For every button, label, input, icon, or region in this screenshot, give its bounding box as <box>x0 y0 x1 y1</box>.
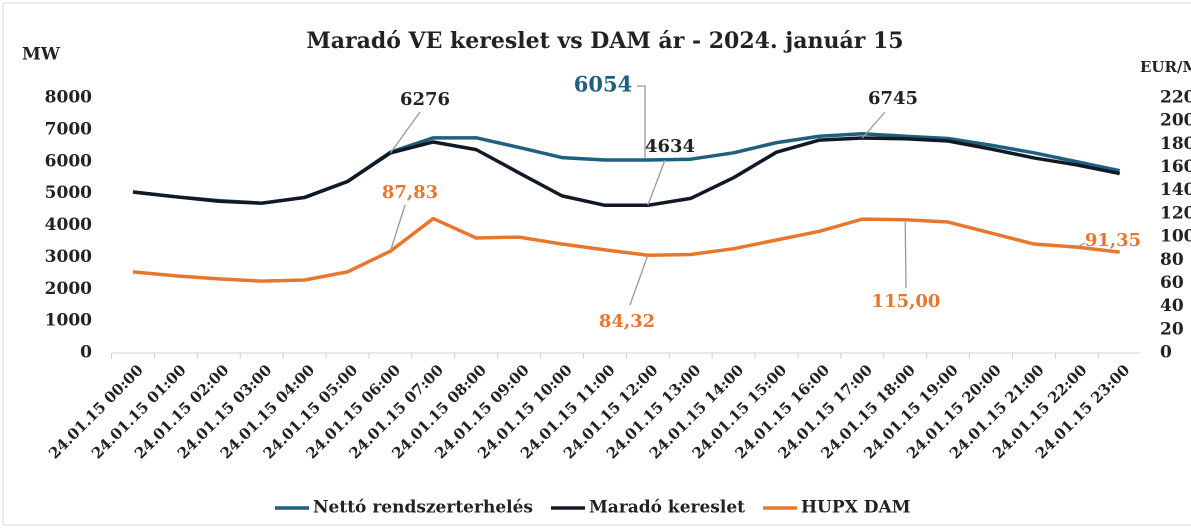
data-label: 6276 <box>400 89 450 110</box>
y2-tick-label: 40 <box>1160 296 1184 316</box>
chart-title: Maradó VE kereslet vs DAM ár - 2024. jan… <box>306 28 903 54</box>
y-tick-label: 2000 <box>45 279 92 299</box>
y2-tick-label: 160 <box>1160 157 1191 177</box>
data-label: 115,00 <box>872 291 941 312</box>
y2-tick-label: 220 <box>1160 88 1191 108</box>
y2-axis-label: EUR/MWh <box>1140 58 1191 76</box>
data-label: 6054 <box>574 72 632 97</box>
y-tick-label: 8000 <box>45 88 92 108</box>
y-tick-label: 0 <box>80 343 92 363</box>
data-label: 4634 <box>645 136 695 157</box>
y-tick-label: 1000 <box>45 311 92 331</box>
y-tick-label: 7000 <box>45 119 92 139</box>
data-label: 84,32 <box>599 311 655 332</box>
series-line <box>132 216 1120 283</box>
data-label: 87,83 <box>382 182 438 203</box>
legend-label: HUPX DAM <box>801 498 911 518</box>
y2-tick-label: 80 <box>1160 250 1184 270</box>
y2-tick-label: 60 <box>1160 273 1184 293</box>
data-label: 91,35 <box>1085 230 1141 251</box>
data-label: 6745 <box>868 88 918 109</box>
leader-line <box>389 111 421 154</box>
y-tick-label: 5000 <box>45 183 92 203</box>
y-axis-label: MW <box>22 45 61 65</box>
y2-tick-label: 0 <box>1160 343 1172 363</box>
leader-line <box>647 159 666 206</box>
y-tick-label: 6000 <box>45 151 92 171</box>
y2-tick-label: 20 <box>1160 319 1184 339</box>
leader-line <box>1076 242 1086 248</box>
y-tick-label: 3000 <box>45 247 92 267</box>
series-line <box>132 136 1121 208</box>
legend-label: Maradó kereslet <box>589 498 745 518</box>
leader-line <box>629 255 649 306</box>
y2-tick-label: 100 <box>1160 227 1191 247</box>
leader-line <box>861 111 886 139</box>
legend-label: Nettó rendszerterhelés <box>313 498 533 518</box>
y2-tick-label: 120 <box>1160 203 1191 223</box>
leader-line <box>637 85 646 158</box>
y2-tick-label: 180 <box>1160 134 1191 154</box>
leader-line <box>389 204 406 252</box>
y2-tick-label: 140 <box>1160 180 1191 200</box>
y2-tick-label: 200 <box>1160 111 1191 131</box>
leader-line <box>904 219 907 289</box>
y-tick-label: 4000 <box>45 215 92 235</box>
